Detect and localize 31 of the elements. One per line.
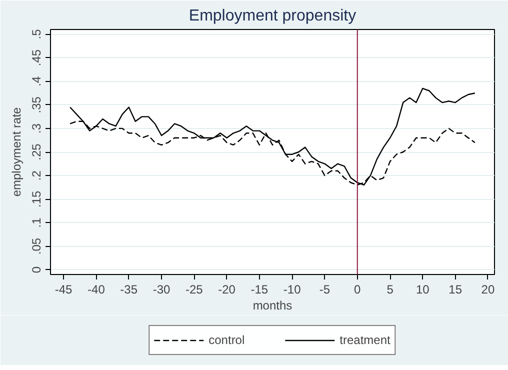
x-tick-label: 15 <box>448 282 462 296</box>
x-tick-label: -15 <box>250 282 268 296</box>
y-axis-title: employment rate <box>10 106 24 197</box>
legend-label: treatment <box>340 333 390 347</box>
x-tick-label: -20 <box>218 282 236 296</box>
line-series <box>69 88 476 186</box>
x-tick-label: 5 <box>386 282 394 296</box>
x-tick-label: 10 <box>416 282 430 296</box>
y-tick-label: .2 <box>30 170 44 181</box>
y-tick-label: .05 <box>30 238 44 255</box>
x-tick-label: -40 <box>88 282 106 296</box>
y-tick-label: .35 <box>30 96 44 114</box>
x-tick-label: 0 <box>354 282 362 296</box>
y-tick-label: .4 <box>30 76 44 86</box>
x-tick-label: -45 <box>54 282 73 296</box>
x-tick-label: -25 <box>185 282 204 296</box>
y-tick-label: .25 <box>30 143 44 160</box>
x-tick-label: -35 <box>120 282 138 296</box>
y-tick-label: .15 <box>30 190 44 208</box>
x-tick-label: -30 <box>152 282 170 296</box>
x-tick-label: -5 <box>319 282 330 296</box>
x-tick-label: 20 <box>481 282 495 296</box>
legend-label: control <box>208 333 245 347</box>
y-tick-label: .5 <box>30 28 44 40</box>
x-axis-title: months <box>252 298 292 312</box>
y-tick-label: .45 <box>30 49 44 66</box>
y-tick-label: 0 <box>30 266 44 274</box>
y-tick-label: .3 <box>30 123 44 134</box>
x-tick-label: -10 <box>283 282 302 296</box>
chart-title: Employment propensity <box>188 8 356 24</box>
y-tick-label: .1 <box>30 217 44 228</box>
